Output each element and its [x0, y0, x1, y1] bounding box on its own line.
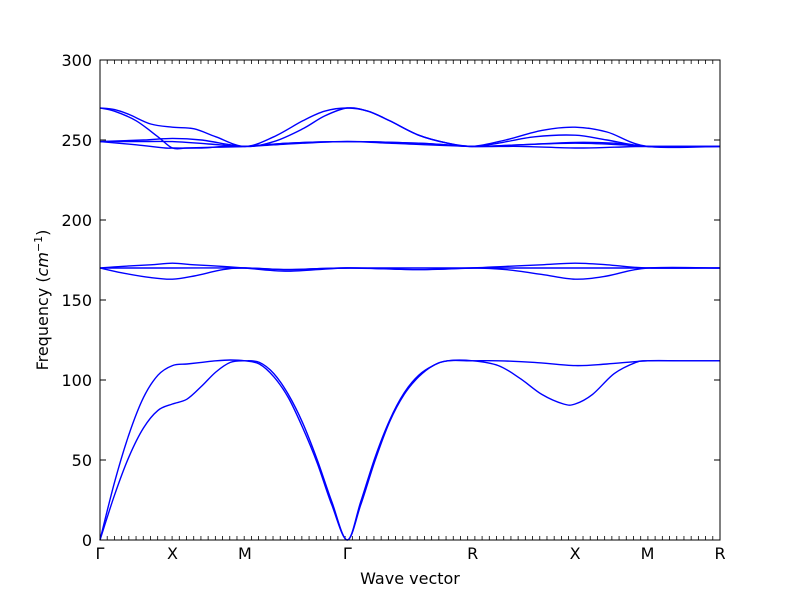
- x-tick-label: X: [570, 544, 581, 563]
- series-line-2: [99, 359, 720, 541]
- series-line-9: [99, 107, 721, 150]
- y-tick-label: 50: [72, 451, 92, 470]
- y-axis-label-unit: cm: [33, 252, 52, 276]
- x-tick-label: M: [238, 544, 252, 563]
- series-group: [99, 107, 721, 541]
- y-tick-label: 0: [82, 531, 92, 550]
- x-tick-label: M: [641, 544, 655, 563]
- series-line-5: [100, 267, 720, 271]
- y-axis-label-close-paren: ): [33, 230, 52, 236]
- y-tick-label: 200: [61, 211, 92, 230]
- series-line-1: [99, 359, 720, 541]
- x-tick-label: R: [467, 544, 478, 563]
- plot-frame: [99, 59, 721, 541]
- y-tick-labels: 0 50 100 150 200 250 300: [61, 51, 92, 550]
- y-tick-label: 250: [61, 131, 92, 150]
- y-axis-label-open-paren: (: [33, 276, 52, 287]
- y-tick-label: 150: [61, 291, 92, 310]
- series-line-10: [99, 140, 721, 148]
- x-tick-label: Γ: [96, 544, 105, 563]
- x-axis-label: Wave vector: [360, 569, 460, 588]
- y-axis-label-unit-exp: −1: [32, 236, 45, 252]
- y-axis-label-text: Frequency: [33, 288, 52, 371]
- y-axis-label: Frequency (cm−1): [32, 230, 52, 371]
- y-tick-label: 300: [61, 51, 92, 70]
- x-tick-label: R: [714, 544, 725, 563]
- series-line-4: [99, 262, 721, 272]
- x-tick-label: X: [167, 544, 178, 563]
- y-tick-label: 100: [61, 371, 92, 390]
- series-line-8: [99, 107, 721, 149]
- x-tick-label: Γ: [343, 544, 352, 563]
